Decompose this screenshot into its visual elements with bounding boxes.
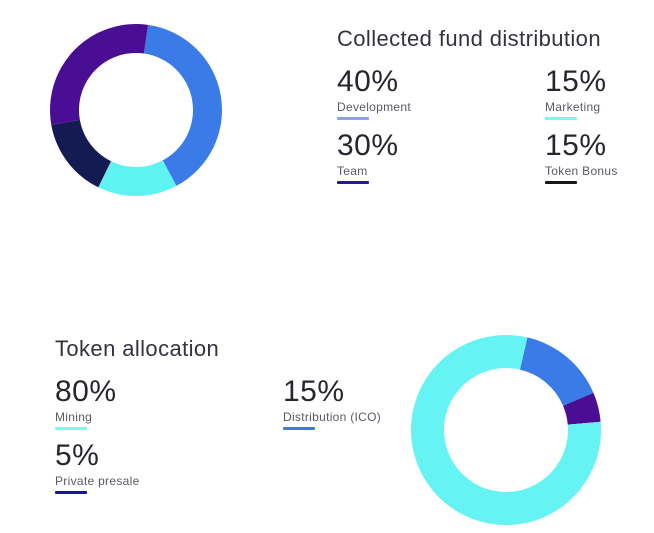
stat-label: Private presale [55, 474, 140, 488]
stat-percent: 80% [55, 375, 117, 408]
stat-label: Marketing [545, 100, 601, 114]
collected-fund-section: Collected fund distribution 40% Developm… [337, 26, 647, 184]
token-allocation-section: Token allocation 80% Mining 15% Distribu… [55, 336, 405, 494]
stat-underline [283, 427, 315, 430]
stat-underline [545, 181, 577, 184]
stat-label: Token Bonus [545, 164, 618, 178]
stat-distribution-ico: 15% Distribution (ICO) [283, 375, 405, 430]
stat-underline [55, 491, 87, 494]
stat-private-presale: 5% Private presale [55, 439, 283, 494]
token-allocation-title: Token allocation [55, 336, 220, 361]
stat-team: 30% Team [337, 129, 545, 184]
token-allocation-donut-chart [411, 335, 601, 525]
stat-percent: 15% [545, 129, 607, 162]
donut-segment-marketing [98, 160, 177, 196]
token-allocation-stats: 80% Mining 15% Distribution (ICO) 5% Pri… [55, 375, 405, 494]
collected-fund-donut-chart [50, 24, 222, 196]
stat-underline [337, 181, 369, 184]
stat-label: Team [337, 164, 368, 178]
stat-token-bonus: 15% Token Bonus [545, 129, 647, 184]
donut-segment-team [50, 24, 148, 125]
stat-underline [337, 117, 369, 120]
stat-label: Distribution (ICO) [283, 410, 382, 424]
stat-underline [55, 427, 87, 430]
stat-label: Development [337, 100, 412, 114]
stat-percent: 15% [545, 65, 607, 98]
stat-label: Mining [55, 410, 93, 424]
stat-percent: 15% [283, 375, 345, 408]
donut-segment-token-bonus [51, 119, 112, 188]
stat-development: 40% Development [337, 65, 545, 120]
stat-marketing: 15% Marketing [545, 65, 647, 120]
stat-percent: 5% [55, 439, 100, 472]
donut-segment-distribution-ico [519, 337, 594, 406]
stat-underline [545, 117, 577, 120]
collected-fund-stats: 40% Development 15% Marketing 30% Team 1… [337, 65, 647, 184]
stat-percent: 40% [337, 65, 399, 98]
donut-segment-private-presale [563, 392, 601, 425]
collected-fund-title: Collected fund distribution [337, 26, 601, 51]
donut-segment-mining [411, 335, 601, 525]
stat-mining: 80% Mining [55, 375, 283, 430]
donut-segment-development [143, 24, 222, 186]
stat-percent: 30% [337, 129, 399, 162]
